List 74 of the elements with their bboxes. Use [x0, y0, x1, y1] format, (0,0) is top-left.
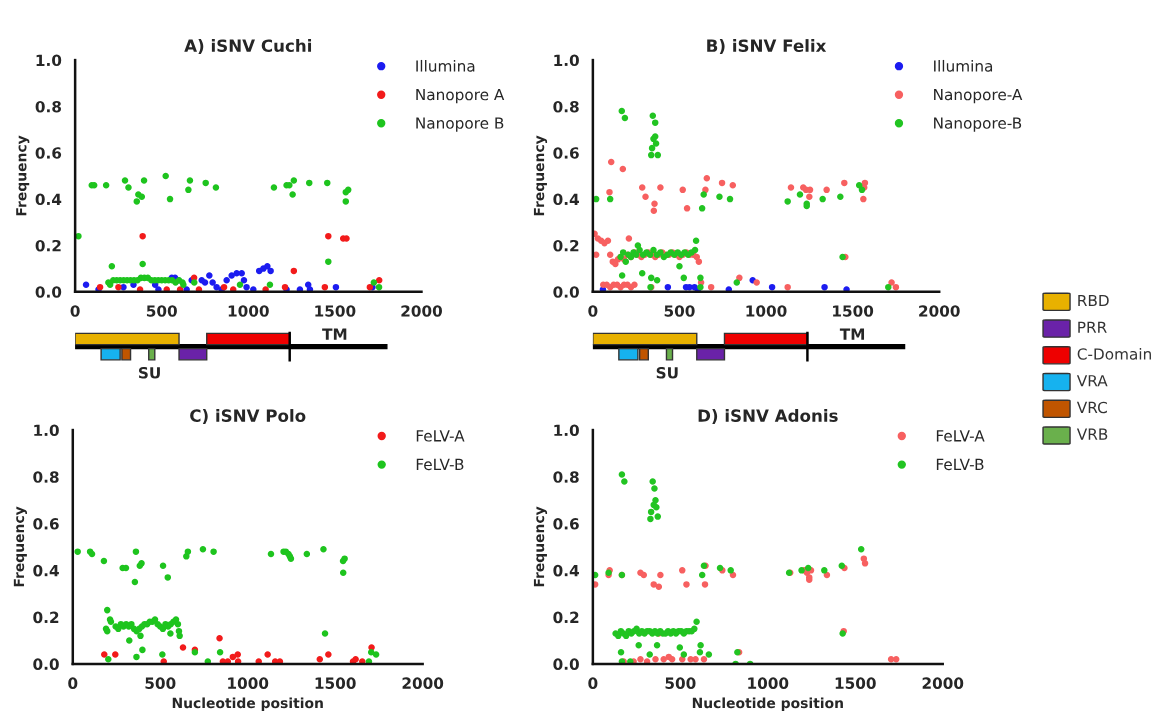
y-axis-title: Frequency	[13, 506, 27, 587]
y-tick-label: 0.8	[553, 100, 579, 113]
y-tick-label: 0.0	[35, 286, 62, 298]
y-tick-label: 1.0	[36, 54, 62, 67]
x-tick-label: 0	[68, 677, 78, 689]
y-axis-title: Frequency	[533, 135, 548, 216]
text: SU	[138, 366, 160, 379]
x-tick-label: 1000	[228, 677, 269, 689]
y-tick-label: 0.0	[553, 658, 579, 670]
legend-label: FeLV-B	[416, 458, 464, 471]
y-axis-title: Frequency	[16, 135, 30, 216]
x-tick-label: 0	[588, 677, 598, 689]
text: VRB	[1076, 428, 1108, 440]
y-tick-label: 0.6	[553, 518, 579, 530]
chart-title: D) iSNV Adonis	[698, 409, 838, 424]
y-tick-label: 0.2	[553, 611, 579, 624]
x-tick-label: 2000	[401, 305, 442, 317]
y-tick-label: 0.6	[553, 147, 579, 159]
x-tick-label: 2000	[402, 677, 444, 689]
y-axis-title: Frequency	[533, 506, 548, 587]
x-tick-label: 1500	[833, 305, 874, 317]
legend-label: Nanopore B	[416, 117, 504, 132]
chart-title: C) iSNV Polo	[190, 409, 306, 424]
y-tick-label: 0.0	[553, 286, 579, 298]
y-tick-label: 0.8	[33, 471, 59, 483]
y-tick-label: 1.0	[554, 424, 579, 437]
y-tick-label: 0.6	[33, 518, 59, 530]
legend-label: FeLV-A	[936, 430, 985, 442]
y-tick-label: 1.0	[554, 54, 579, 67]
y-tick-label: 0.6	[35, 147, 62, 159]
legend-label: Nanopore-B	[934, 117, 1022, 132]
legend-label: FeLV-A	[416, 430, 465, 442]
text: RBD	[1078, 294, 1109, 307]
text: VRA	[1076, 375, 1108, 387]
y-tick-label: 0.2	[35, 239, 61, 252]
x-tick-label: 2000	[919, 305, 960, 317]
x-tick-label: 1000	[748, 677, 789, 689]
chart-title: A) iSNV Cuchi	[184, 39, 312, 54]
x-axis-title: Nucleotide position	[692, 697, 843, 711]
y-tick-label: 0.0	[33, 658, 59, 670]
y-tick-label: 1.0	[34, 424, 59, 437]
legend-label: Nanopore A	[416, 88, 505, 104]
y-tick-label: 0.8	[553, 471, 579, 483]
text: SU	[656, 366, 678, 379]
x-tick-label: 1500	[315, 677, 356, 689]
text: PRR	[1078, 321, 1107, 333]
chart-title: B) iSNV Felix	[707, 39, 827, 54]
text: C-Domain	[1077, 347, 1151, 360]
x-tick-label: 500	[146, 305, 177, 317]
y-tick-label: 0.8	[35, 100, 61, 113]
text: TM	[839, 328, 865, 340]
x-tick-label: 1000	[746, 305, 787, 317]
x-tick-label: 0	[588, 305, 598, 317]
y-tick-label: 0.4	[35, 193, 62, 206]
x-tick-label: 500	[664, 305, 695, 317]
x-tick-label: 0	[70, 305, 80, 317]
legend-label: Illumina	[934, 59, 993, 72]
x-tick-label: 500	[665, 677, 696, 689]
y-tick-label: 0.4	[553, 564, 579, 577]
legend-label: Nanopore-A	[934, 88, 1023, 104]
x-tick-label: 1000	[228, 305, 269, 317]
x-tick-label: 2000	[922, 677, 964, 689]
text: TM	[322, 328, 347, 340]
y-tick-label: 0.2	[33, 611, 59, 624]
x-tick-label: 1500	[835, 677, 876, 689]
y-tick-label: 0.2	[553, 239, 579, 252]
y-tick-label: 0.4	[553, 193, 579, 206]
x-axis-title: Nucleotide position	[172, 697, 323, 711]
text: VRC	[1076, 401, 1107, 414]
y-tick-label: 0.4	[33, 564, 59, 577]
x-tick-label: 500	[145, 677, 176, 689]
legend-label: Illumina	[416, 59, 475, 72]
x-tick-label: 1500	[315, 305, 356, 317]
legend-label: FeLV-B	[936, 458, 984, 471]
